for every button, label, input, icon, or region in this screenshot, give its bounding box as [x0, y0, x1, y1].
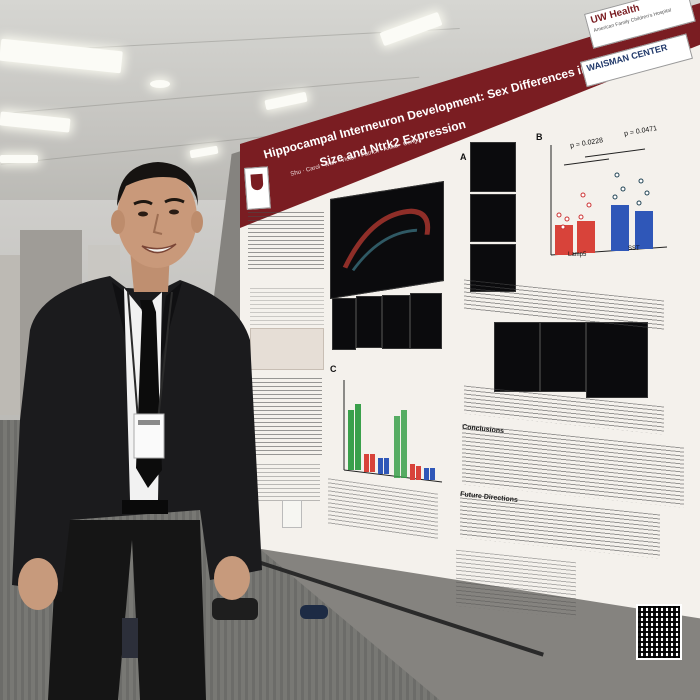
poster-methods-text [252, 378, 322, 458]
cell-image [410, 293, 442, 349]
cell-image [332, 298, 356, 350]
bar-lamp5-male [555, 225, 573, 255]
cell-image [382, 295, 410, 349]
bar-sst-female [635, 211, 653, 249]
bar-sst-male [611, 205, 629, 251]
bar-lamp5-female [577, 221, 595, 253]
poster-methods-diagram [250, 328, 324, 370]
chart-group-label: Lamp5 [568, 252, 587, 258]
background-poster-board [0, 255, 22, 415]
taped-note [282, 500, 302, 528]
qr-code [636, 604, 682, 660]
hippocampus-stain-svg [342, 208, 431, 272]
intensity-bar-chart [343, 380, 443, 483]
chart-group-label: SST [628, 246, 640, 252]
fish-image [540, 322, 586, 392]
panel-label-b2: B [536, 132, 543, 142]
shoe [212, 598, 258, 620]
panel-label-a: A [460, 152, 467, 162]
fish-image [494, 322, 540, 392]
background-person-leg [122, 618, 138, 658]
panel-label-c: C [330, 364, 337, 374]
poster-figure1-text [250, 288, 324, 328]
ceiling-light [0, 155, 38, 163]
hippocampus-microscopy-image [330, 180, 444, 300]
ceiling-light [150, 80, 170, 88]
npuncta-bar-chart [550, 145, 668, 256]
cell-image [356, 296, 382, 348]
poster-references-text [254, 464, 320, 504]
fish-image [470, 194, 516, 242]
fish-image [470, 142, 516, 192]
lanyard-on-floor [300, 605, 328, 619]
poster-introduction-text [248, 212, 324, 270]
